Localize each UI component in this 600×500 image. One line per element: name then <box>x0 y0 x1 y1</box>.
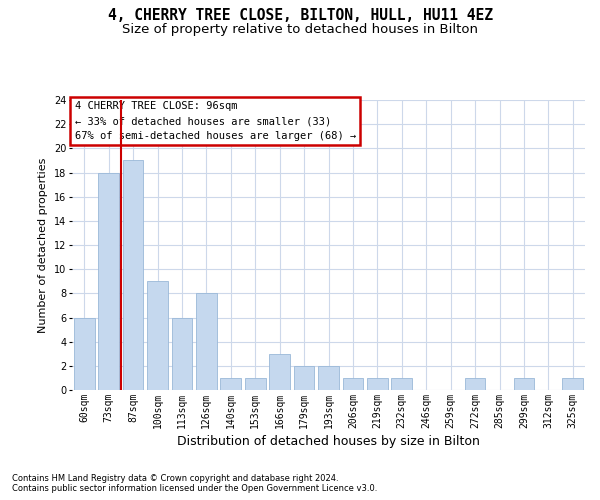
Text: 4 CHERRY TREE CLOSE: 96sqm
← 33% of detached houses are smaller (33)
67% of semi: 4 CHERRY TREE CLOSE: 96sqm ← 33% of deta… <box>74 102 356 141</box>
Bar <box>391 378 412 390</box>
Bar <box>562 378 583 390</box>
Bar <box>245 378 266 390</box>
Bar <box>367 378 388 390</box>
Bar <box>318 366 339 390</box>
Bar <box>220 378 241 390</box>
Bar <box>514 378 535 390</box>
Bar <box>172 318 193 390</box>
Bar <box>196 294 217 390</box>
Text: Contains HM Land Registry data © Crown copyright and database right 2024.: Contains HM Land Registry data © Crown c… <box>12 474 338 483</box>
Bar <box>147 281 168 390</box>
Bar <box>98 172 119 390</box>
Bar <box>293 366 314 390</box>
Y-axis label: Number of detached properties: Number of detached properties <box>38 158 49 332</box>
Bar <box>74 318 95 390</box>
Bar <box>343 378 364 390</box>
Text: 4, CHERRY TREE CLOSE, BILTON, HULL, HU11 4EZ: 4, CHERRY TREE CLOSE, BILTON, HULL, HU11… <box>107 8 493 22</box>
Text: Size of property relative to detached houses in Bilton: Size of property relative to detached ho… <box>122 22 478 36</box>
Bar <box>122 160 143 390</box>
X-axis label: Distribution of detached houses by size in Bilton: Distribution of detached houses by size … <box>177 435 480 448</box>
Text: Contains public sector information licensed under the Open Government Licence v3: Contains public sector information licen… <box>12 484 377 493</box>
Bar <box>269 354 290 390</box>
Bar <box>464 378 485 390</box>
